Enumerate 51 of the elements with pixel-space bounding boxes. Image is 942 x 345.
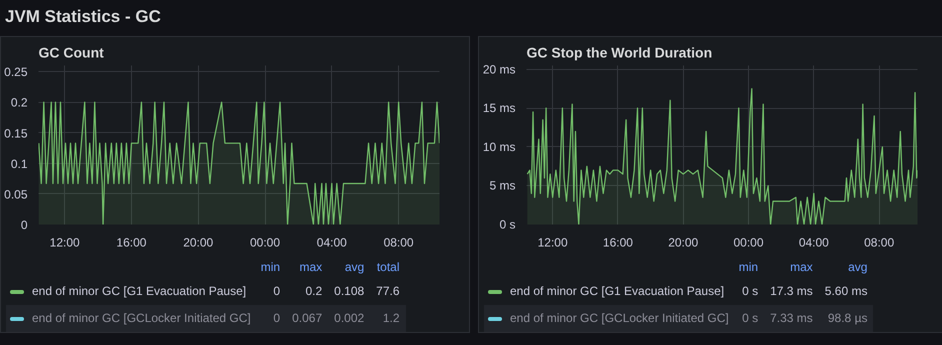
x-tick-label: 00:00 [250, 236, 280, 250]
text: min [738, 259, 760, 276]
text: 5.60 ms [824, 283, 868, 300]
y-tick-label: 10 ms [482, 140, 516, 154]
y-tick-label: 20 ms [482, 62, 516, 76]
text: max [789, 259, 814, 276]
x-tick-label: 20:00 [668, 236, 699, 250]
y-tick-label: 0 [20, 218, 28, 232]
text: 0 s [741, 310, 760, 328]
text: 17.3 ms [769, 283, 814, 300]
text: 0.067 [291, 310, 324, 328]
y-tick-label: 0.2 [10, 96, 28, 110]
chart-title: GC Stop the World Duration [526, 44, 712, 60]
x-tick-label: 08:00 [864, 236, 894, 250]
text: 0 [272, 310, 282, 328]
chart-title: GC Count [38, 44, 104, 60]
text: avg [847, 259, 868, 276]
y-tick-label: 0.25 [4, 65, 28, 80]
text: 1.2 [382, 310, 401, 328]
legend-label: end of minor GC [GCLocker Initiated GC] [31, 310, 252, 328]
x-tick-label: 12:00 [50, 236, 80, 250]
y-tick-label: 5 ms [489, 178, 516, 193]
legend-label: end of minor GC [G1 Evacuation Pause] [509, 283, 726, 300]
x-tick-label: 16:00 [602, 236, 634, 250]
x-tick-label: 04:00 [798, 236, 830, 250]
y-tick-label: 0.15 [4, 126, 28, 140]
x-tick-label: 08:00 [384, 236, 414, 250]
text: max [298, 259, 324, 276]
text: JVM Statistics - GC [5, 6, 161, 28]
text: 0 [272, 283, 282, 300]
legend-label: end of minor GC [G1 Evacuation Pause] [31, 283, 248, 300]
y-tick-label: 15 ms [482, 101, 516, 116]
x-tick-label: 12:00 [538, 236, 568, 250]
text: avg [344, 259, 366, 276]
text: min [260, 259, 282, 276]
x-tick-label: 04:00 [316, 236, 348, 250]
legend-label: end of minor GC [GCLocker Initiated GC] [509, 310, 730, 328]
y-tick-label: 0.1 [10, 156, 28, 171]
text: 0.002 [333, 310, 366, 328]
text: 7.33 ms [769, 310, 814, 328]
y-tick-label: 0 s [499, 218, 516, 232]
x-tick-label: 20:00 [183, 236, 214, 250]
x-tick-label: 00:00 [734, 236, 764, 250]
text: 77.6 [375, 283, 401, 300]
x-tick-label: 16:00 [116, 236, 147, 250]
text: 0 s [741, 283, 760, 300]
text: 0.108 [333, 283, 366, 300]
text: total [376, 259, 401, 276]
text: 0.2 [304, 283, 324, 300]
text: 98.8 µs [826, 310, 868, 328]
y-tick-label: 0.05 [4, 187, 28, 202]
